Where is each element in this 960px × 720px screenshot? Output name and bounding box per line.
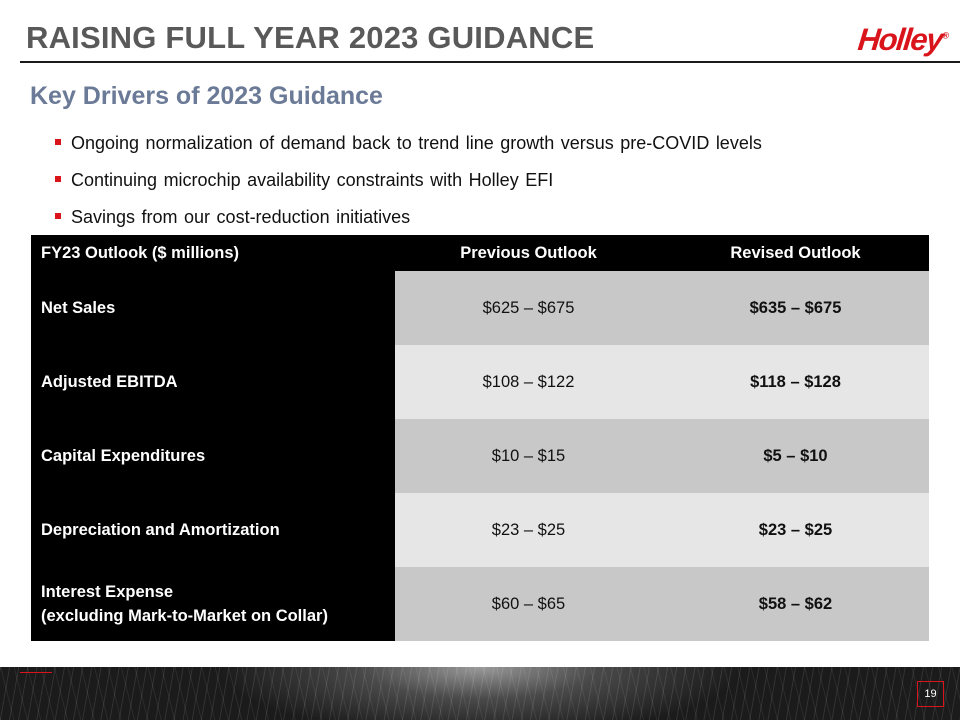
row-label-line1: Depreciation and Amortization [41,521,280,539]
table-row: Adjusted EBITDA $108 – $122 $118 – $128 [31,345,929,419]
bullet-item: Ongoing normalization of demand back to … [52,125,762,162]
table-row: Interest Expense (excluding Mark-to-Mark… [31,567,929,641]
footer-accent-line [20,672,52,673]
revised-outlook-cell: $118 – $128 [662,345,929,419]
fy23-outlook-table: FY23 Outlook ($ millions) Previous Outlo… [31,235,929,641]
previous-outlook-cell: $10 – $15 [395,419,662,493]
red-square-bullet-icon [55,176,61,182]
red-square-bullet-icon [55,213,61,219]
holley-logo: Holley® [856,22,950,58]
section-subtitle: Key Drivers of 2023 Guidance [30,82,383,110]
bullet-text: Ongoing normalization of demand back to … [71,133,762,153]
row-label-line1: Adjusted EBITDA [41,373,178,391]
previous-outlook-cell: $108 – $122 [395,345,662,419]
previous-outlook-cell: $23 – $25 [395,493,662,567]
row-label-line1: Interest Expense [41,583,174,601]
revised-outlook-cell: $23 – $25 [662,493,929,567]
revised-outlook-cell: $5 – $10 [662,419,929,493]
row-label: Net Sales [31,271,395,345]
bullet-item: Savings from our cost-reduction initiati… [52,199,762,236]
row-label: Adjusted EBITDA [31,345,395,419]
bullet-item: Continuing microchip availability constr… [52,162,762,199]
revised-outlook-cell: $58 – $62 [662,567,929,641]
page-number: 19 [917,681,944,707]
table-row: Net Sales $625 – $675 $635 – $675 [31,271,929,345]
table-row: Depreciation and Amortization $23 – $25 … [31,493,929,567]
revised-outlook-cell: $635 – $675 [662,271,929,345]
previous-outlook-cell: $625 – $675 [395,271,662,345]
logo-registered-mark: ® [941,30,950,41]
row-label: Interest Expense (excluding Mark-to-Mark… [31,567,395,641]
row-label: Capital Expenditures [31,419,395,493]
header-previous-outlook: Previous Outlook [395,235,662,271]
header-outlook-metric: FY23 Outlook ($ millions) [31,235,395,271]
previous-outlook-cell: $60 – $65 [395,567,662,641]
row-label: Depreciation and Amortization [31,493,395,567]
bullet-text: Continuing microchip availability constr… [71,170,554,190]
bullet-text: Savings from our cost-reduction initiati… [71,207,411,227]
table-row: Capital Expenditures $10 – $15 $5 – $10 [31,419,929,493]
slide-title: RAISING FULL YEAR 2023 GUIDANCE [26,20,595,55]
logo-text: Holley [856,22,944,57]
row-label-line1: Capital Expenditures [41,447,206,465]
key-drivers-list: Ongoing normalization of demand back to … [52,125,762,236]
table-header-row: FY23 Outlook ($ millions) Previous Outlo… [31,235,929,271]
row-label-line2: (excluding Mark-to-Market on Collar) [41,607,328,625]
header-revised-outlook: Revised Outlook [662,235,929,271]
footer-band [0,667,960,720]
red-square-bullet-icon [55,139,61,145]
row-label-line1: Net Sales [41,299,116,317]
title-divider [20,61,960,63]
